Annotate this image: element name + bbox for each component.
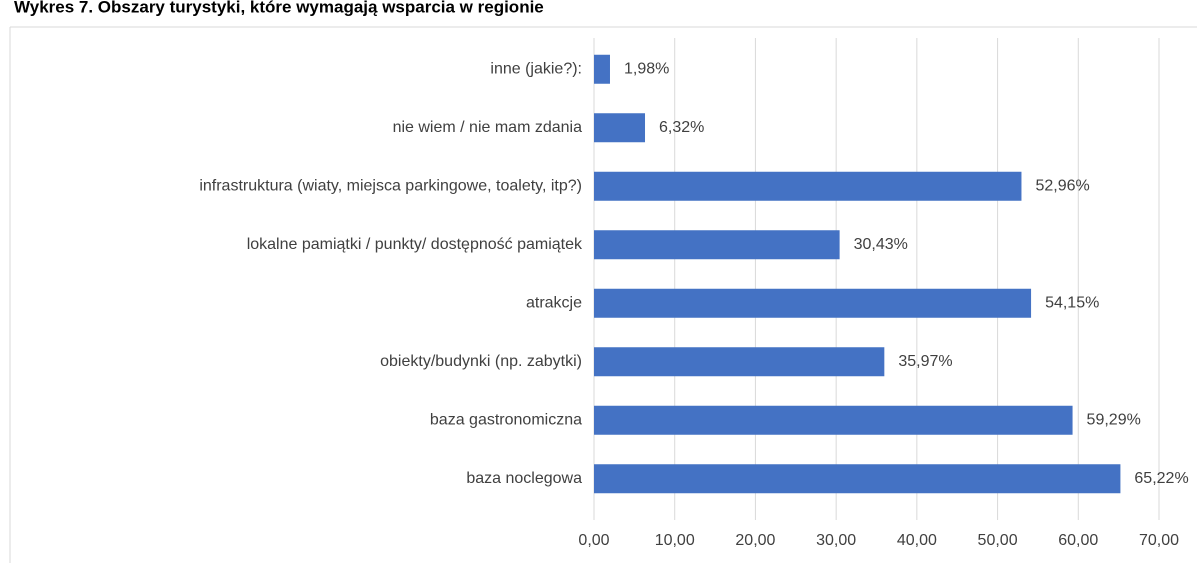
y-tick-label: baza noclegowa [466,470,582,487]
bar [594,288,1032,318]
data-label: 54,15% [1045,294,1099,311]
bar [594,230,840,260]
x-tick-label: 30,00 [816,532,856,549]
y-tick-label: infrastruktura (wiaty, miejsca parkingow… [199,177,582,194]
x-tick-label: 70,00 [1139,532,1179,549]
x-tick-label: 50,00 [978,532,1018,549]
y-tick-label: lokalne pamiątki / punkty/ dostępność pa… [247,236,583,253]
y-tick-label: inne (jakie?): [490,60,582,77]
bar [594,171,1022,201]
data-label: 59,29% [1087,411,1141,428]
x-tick-label: 60,00 [1058,532,1098,549]
bar [594,464,1121,494]
data-label: 30,43% [854,236,908,253]
y-tick-label: baza gastronomiczna [430,411,582,428]
chart-title: Wykres 7. Obszary turystyki, które wymag… [14,0,544,16]
x-tick-label: 10,00 [655,532,695,549]
data-label: 52,96% [1035,177,1089,194]
bar [594,347,885,377]
data-label: 35,97% [898,353,952,370]
x-tick-label: 0,00 [578,532,609,549]
data-label: 65,22% [1134,470,1188,487]
x-tick-label: 20,00 [735,532,775,549]
bar [594,54,610,84]
data-label: 1,98% [624,60,669,77]
y-tick-label: atrakcje [526,294,582,311]
bar [594,113,646,143]
y-tick-label: obiekty/budynki (np. zabytki) [380,353,582,370]
y-tick-label: nie wiem / nie mam zdania [393,119,583,136]
bar [594,405,1073,435]
data-label: 6,32% [659,119,704,136]
x-tick-label: 40,00 [897,532,937,549]
